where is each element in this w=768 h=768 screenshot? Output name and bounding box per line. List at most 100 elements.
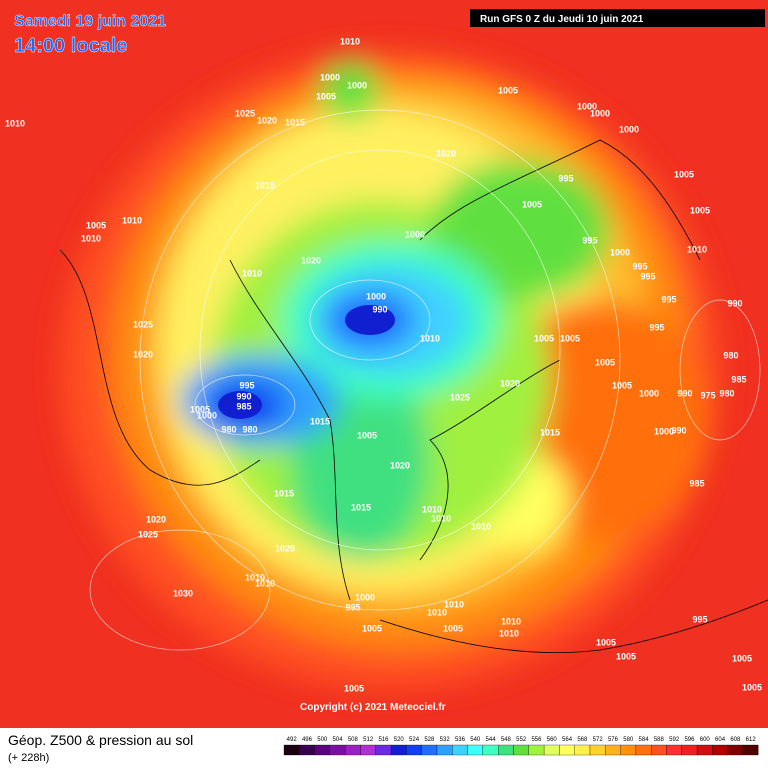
isobar-label: 1000 xyxy=(610,247,630,257)
isobar-label: 1000 xyxy=(366,291,386,301)
isobar-label: 1025 xyxy=(133,319,153,329)
isobar-label: 1020 xyxy=(390,460,410,470)
isobar-label: 1005 xyxy=(357,430,377,440)
legend-level: 532 xyxy=(440,737,451,743)
isobar-label: 1010 xyxy=(255,578,275,588)
isobar-label: 995 xyxy=(661,294,676,304)
copyright: Copyright (c) 2021 Meteociel.fr xyxy=(300,702,446,713)
isobar-label: 1015 xyxy=(255,180,275,190)
legend-level: 504 xyxy=(333,737,344,743)
isobars xyxy=(89,109,761,651)
legend-level: 604 xyxy=(715,737,726,743)
legend-swatch xyxy=(543,744,560,756)
isobar-label: 1005 xyxy=(595,357,615,367)
isobar-label: 1010 xyxy=(499,628,519,638)
isobar-label: 1015 xyxy=(285,117,305,127)
isobar-label: 995 xyxy=(632,261,647,271)
isobar-label: 985 xyxy=(689,478,704,488)
isobar-label: 985 xyxy=(731,374,746,384)
legend-level: 584 xyxy=(639,737,650,743)
legend-level: 540 xyxy=(470,737,481,743)
legend-level: 512 xyxy=(363,737,374,743)
legend-level: 544 xyxy=(486,737,497,743)
geopotential-field xyxy=(60,50,720,690)
low-center xyxy=(345,305,395,335)
isobar-label: 1005 xyxy=(362,623,382,633)
legend-level: 520 xyxy=(394,737,405,743)
isobar-label: 1010 xyxy=(420,333,440,343)
legend-level: 568 xyxy=(577,737,588,743)
isobar-label: 990 xyxy=(671,425,686,435)
legend-swatch xyxy=(681,744,698,756)
isobar-label: 1010 xyxy=(245,572,265,582)
isobar-label: 990 xyxy=(372,304,387,314)
isobar-label: 1000 xyxy=(577,101,597,111)
legend-swatch xyxy=(589,744,606,756)
legend-level: 528 xyxy=(424,737,435,743)
legend-level: 592 xyxy=(669,737,680,743)
legend-swatch xyxy=(375,744,392,756)
isobar-label: 985 xyxy=(236,401,251,411)
isobar-label: 1020 xyxy=(133,349,153,359)
legend-level: 588 xyxy=(654,737,665,743)
legend-swatch xyxy=(360,744,376,756)
legend-swatch xyxy=(620,744,637,756)
legend-level: 496 xyxy=(302,737,313,743)
isobar-label: 995 xyxy=(692,614,707,624)
coastlines xyxy=(59,139,768,654)
legend-swatch xyxy=(283,744,300,756)
isobar-label: 1000 xyxy=(405,229,425,239)
legend-swatch xyxy=(696,744,713,756)
legend-swatch xyxy=(452,744,468,756)
legend-swatch xyxy=(390,744,407,756)
legend-swatch xyxy=(635,744,652,756)
isobar-label: 980 xyxy=(242,424,257,434)
legend-level: 612 xyxy=(746,737,757,743)
isobar-label: 990 xyxy=(727,298,742,308)
isobar-label: 1010 xyxy=(122,215,142,225)
isobar-label: 1020 xyxy=(301,255,321,265)
legend-swatch xyxy=(299,744,315,756)
isobar-label: 990 xyxy=(677,388,692,398)
isobar-label: 1005 xyxy=(522,199,542,209)
isobar-label: 1010 xyxy=(242,268,262,278)
legend-swatch xyxy=(345,744,361,756)
legend-swatch xyxy=(712,744,728,756)
isobar-label: 1005 xyxy=(344,683,364,693)
isobar-label: 995 xyxy=(640,271,655,281)
isobar-label: 995 xyxy=(582,235,597,245)
isobar-label: 1000 xyxy=(619,124,639,134)
isobar-label: 1025 xyxy=(235,108,255,118)
isobar-label: 1005 xyxy=(690,205,710,215)
isobar-label: 1000 xyxy=(355,592,375,602)
legend-swatch xyxy=(482,744,499,756)
legend-swatch xyxy=(559,744,575,756)
isobar-label: 1015 xyxy=(274,488,294,498)
isobar-label: 1005 xyxy=(732,653,752,663)
isobar-label: 1005 xyxy=(190,404,210,414)
legend-swatch xyxy=(605,744,621,756)
legend-swatch xyxy=(314,744,331,756)
legend-level: 548 xyxy=(501,737,512,743)
legend-level: 536 xyxy=(455,737,466,743)
isobar-label: 1020 xyxy=(146,514,166,524)
isobar-label: 1000 xyxy=(654,426,674,436)
isobar-label: 1020 xyxy=(500,378,520,388)
legend-level: 500 xyxy=(317,737,328,743)
footer-title: Géop. Z500 & pression au sol xyxy=(8,732,193,748)
isobar-label: 1015 xyxy=(351,502,371,512)
isobar-label: 1025 xyxy=(138,529,158,539)
isobar-label: 1020 xyxy=(436,148,456,158)
isobar-label: 1010 xyxy=(687,244,707,254)
isobar-label: 1005 xyxy=(316,91,336,101)
legend-level: 576 xyxy=(608,737,619,743)
color-legend: 492 496 500 504 508 512 516 520 524 528 532 536 540 5… xyxy=(283,737,759,756)
isobar-label: 1000 xyxy=(320,72,340,82)
legend-level: 552 xyxy=(516,737,527,743)
isobar-label: 1005 xyxy=(534,333,554,343)
legend-level: 572 xyxy=(593,737,604,743)
legend-level: 596 xyxy=(684,737,695,743)
isobar-label: 1030 xyxy=(173,588,193,598)
